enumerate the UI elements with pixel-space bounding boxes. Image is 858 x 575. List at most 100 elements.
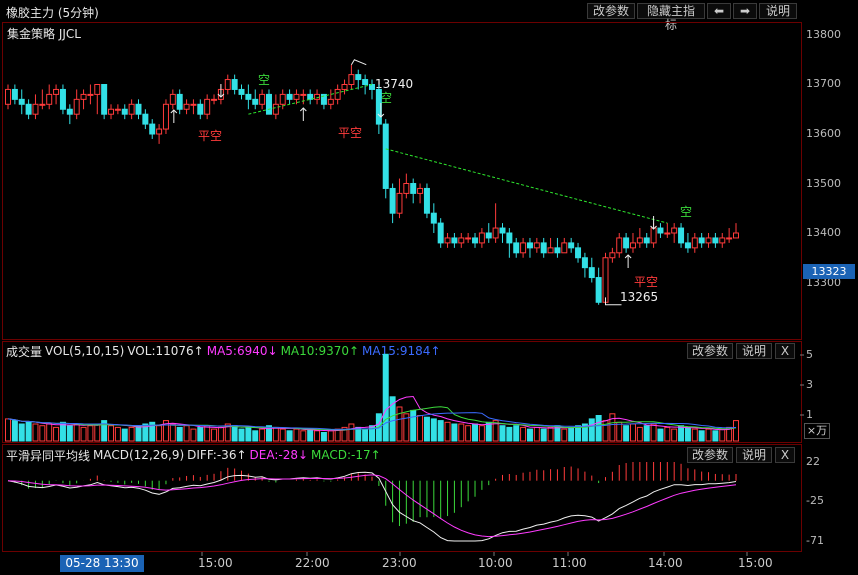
macd-explain-button[interactable]: 说明 (736, 447, 772, 463)
volume-bar (272, 426, 279, 442)
volume-bar (5, 418, 11, 442)
candle-body (5, 88, 11, 105)
volume-bar (671, 428, 678, 442)
volume-bar (231, 425, 238, 442)
candle-body (595, 277, 602, 303)
price-axis-label: 13300 (806, 276, 841, 289)
volume-bar (224, 423, 231, 442)
candle-body (389, 187, 396, 214)
macd-diff: DIFF:-36↑ (187, 448, 247, 462)
volume-bar (650, 423, 657, 442)
candle-body (437, 222, 444, 244)
volume-panel[interactable] (2, 341, 802, 443)
candle-body (540, 242, 547, 254)
volume-bar (211, 428, 218, 442)
left-arrow-icon[interactable]: ⬅ (707, 3, 731, 19)
signal-kong-label: 空 (380, 91, 393, 105)
sell-arrow-icon (217, 93, 225, 98)
volume-bar (575, 425, 582, 442)
right-arrow-icon[interactable]: ➡ (733, 3, 757, 19)
candle-body (87, 93, 94, 96)
volume-bar (11, 420, 18, 442)
volume-bar (259, 428, 266, 442)
volume-bar (197, 426, 204, 442)
candle-body (492, 227, 499, 239)
explain-button[interactable]: 说明 (759, 3, 797, 19)
params-button[interactable]: 改参数 (587, 3, 635, 19)
candle-body (403, 183, 410, 194)
candle-body (643, 237, 650, 244)
volume-bar (135, 425, 142, 442)
candle-body (430, 212, 437, 224)
volume-bar (465, 425, 472, 442)
volume-ma5: MA5:6940↓ (206, 344, 278, 358)
candle-body (259, 93, 266, 105)
volume-explain-button[interactable]: 说明 (736, 343, 772, 359)
candle-body (224, 79, 231, 90)
macd-panel[interactable] (2, 444, 802, 552)
volume-bar (149, 421, 156, 442)
volume-bar (142, 423, 149, 442)
candle-body (108, 108, 115, 115)
volume-bar (581, 423, 588, 442)
candle-body (265, 93, 272, 115)
volume-unit-label: ×万 (804, 423, 830, 439)
volume-title: 成交量 (6, 344, 43, 359)
volume-bar (279, 428, 286, 442)
candle-body (307, 93, 314, 100)
candle-body (533, 242, 540, 249)
volume-bar (156, 425, 163, 442)
volume-bar (108, 425, 115, 442)
candle-body (293, 93, 300, 100)
macd-params-button[interactable]: 改参数 (687, 447, 733, 463)
volume-bar (183, 425, 190, 442)
hide-main-indicator-button[interactable]: 隐藏主指标 (637, 3, 705, 32)
volume-bar (59, 421, 66, 442)
volume-bar (616, 421, 623, 442)
time-axis-label: 23:00 (382, 556, 417, 570)
candle-body (341, 84, 348, 90)
candle-body (520, 242, 527, 254)
candle-body (444, 237, 451, 244)
volume-bar (712, 430, 719, 442)
volume-bar (389, 396, 396, 442)
volume-bar (423, 416, 430, 442)
candle-body (66, 108, 73, 115)
volume-bar (348, 423, 355, 442)
volume-bar (417, 415, 424, 442)
volume-bar (53, 426, 60, 442)
volume-bar (169, 423, 176, 442)
macd-close-icon[interactable]: X (775, 447, 795, 463)
volume-params-button[interactable]: 改参数 (687, 343, 733, 359)
volume-bar (286, 430, 293, 442)
volume-bar (478, 425, 485, 442)
candle-body (114, 108, 121, 111)
candle-body (705, 237, 712, 244)
main-chart-panel[interactable] (2, 22, 802, 340)
volume-bar (32, 423, 39, 442)
candle-body (245, 93, 252, 100)
price-axis-label: 13800 (806, 28, 841, 41)
candle-body (80, 93, 87, 100)
macd-axis-label: -25 (806, 494, 824, 507)
volume-close-icon[interactable]: X (775, 343, 795, 359)
candle-body (327, 98, 334, 105)
candle-body (650, 227, 657, 244)
candle-body (671, 227, 678, 234)
title-bar: 橡胶主力 (5分钟) (0, 2, 858, 22)
chart-title: 橡胶主力 (5分钟) (6, 5, 99, 20)
volume-axis-label: 1 (806, 408, 813, 421)
candle-body (506, 232, 513, 244)
buy-arrow-icon (624, 254, 632, 259)
candle-body (602, 257, 609, 303)
candle-body (362, 79, 369, 86)
candle-body (581, 257, 588, 269)
volume-bar (430, 418, 437, 442)
volume-bar (664, 426, 671, 442)
candle-body (588, 267, 595, 279)
candle-body (32, 103, 39, 115)
candle-body (286, 93, 293, 100)
signal-kong-label: 空 (258, 73, 271, 87)
candle-body (238, 88, 245, 95)
